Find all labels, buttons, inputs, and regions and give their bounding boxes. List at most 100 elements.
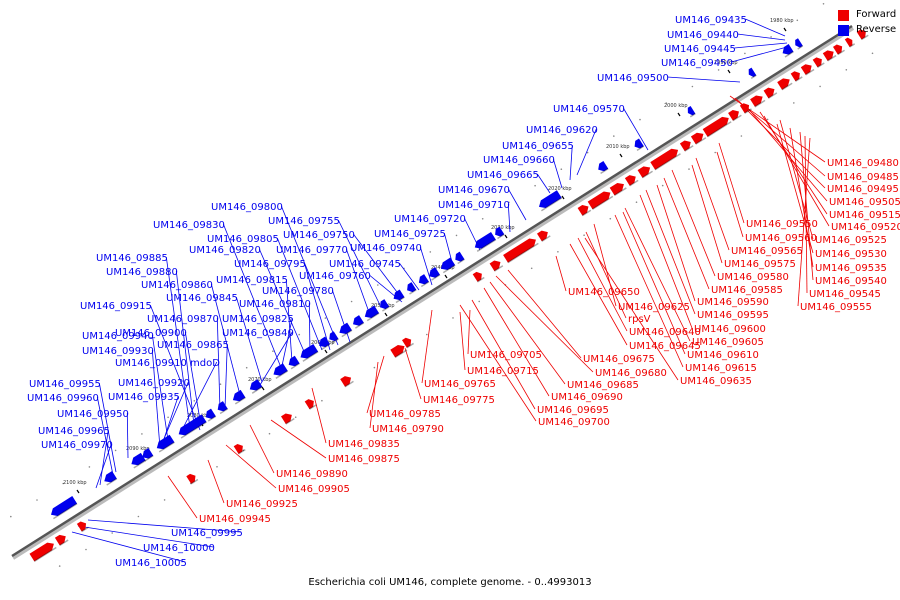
gene-label[interactable]: UM146_09700	[538, 417, 610, 428]
gene-label[interactable]: UM146_09655	[502, 141, 574, 152]
forward-gene-arrow[interactable]	[650, 146, 681, 171]
reverse-gene-arrow[interactable]	[203, 408, 217, 422]
gene-label[interactable]: UM146_09760	[299, 271, 371, 282]
gene-label[interactable]: UM146_09670	[438, 185, 510, 196]
gene-label[interactable]: UM146_09610	[687, 350, 759, 361]
gene-label[interactable]: UM146_09790	[372, 424, 444, 435]
reverse-gene-arrow[interactable]	[453, 251, 465, 265]
forward-gene-arrow[interactable]	[832, 43, 845, 56]
forward-gene-arrow[interactable]	[690, 130, 707, 145]
reverse-gene-arrow[interactable]	[286, 355, 300, 370]
gene-label[interactable]: UM146_09590	[697, 297, 769, 308]
gene-label[interactable]: UM146_09640	[629, 327, 701, 338]
reverse-gene-arrow[interactable]	[271, 363, 289, 379]
gene-label[interactable]: UM146_09910 mdoD	[115, 358, 220, 369]
gene-label[interactable]: rpsV	[628, 314, 651, 325]
gene-label[interactable]: UM146_09600	[694, 324, 766, 335]
gene-label[interactable]: UM146_09745	[329, 259, 401, 270]
reverse-gene-arrow[interactable]	[780, 44, 794, 58]
gene-label[interactable]: UM146_09885	[96, 253, 168, 264]
gene-label[interactable]: UM146_09595	[697, 310, 769, 321]
reverse-gene-arrow[interactable]	[537, 190, 563, 212]
reverse-gene-arrow[interactable]	[596, 160, 609, 175]
gene-label[interactable]: UM146_09615	[685, 363, 757, 374]
forward-gene-arrow[interactable]	[812, 55, 825, 68]
reverse-gene-arrow[interactable]	[391, 289, 405, 304]
gene-label[interactable]: UM146_09625	[618, 302, 690, 313]
gene-label[interactable]: UM146_09525	[815, 235, 887, 246]
gene-label[interactable]: UM146_09970	[41, 440, 113, 451]
gene-label[interactable]: UM146_09880	[106, 267, 178, 278]
gene-label[interactable]: UM146_09935	[108, 392, 180, 403]
gene-label[interactable]: UM146_09780	[262, 286, 334, 297]
gene-label[interactable]: UM146_09560	[745, 233, 817, 244]
gene-label[interactable]: UM146_09725	[374, 229, 446, 240]
reverse-gene-arrow[interactable]	[317, 336, 331, 351]
forward-gene-arrow[interactable]	[790, 69, 803, 82]
gene-labels[interactable]: UM146_09435 UM146_09440 UM146_09445 UM146_0…	[27, 15, 900, 569]
reverse-gene-arrow[interactable]	[129, 452, 147, 469]
gene-label[interactable]: UM146_09940	[82, 331, 154, 342]
gene-label[interactable]: UM146_09750	[283, 230, 355, 241]
gene-label[interactable]: UM146_09635	[680, 376, 752, 387]
forward-gene-arrow[interactable]	[702, 114, 732, 138]
gene-label[interactable]: UM146_09545	[809, 289, 881, 300]
gene-label[interactable]: UM146_09715	[467, 366, 539, 377]
gene-label[interactable]: UM146_09965	[38, 426, 110, 437]
forward-gene-arrow[interactable]	[503, 236, 539, 264]
gene-label[interactable]: UM146_09995	[171, 528, 243, 539]
gene-label[interactable]: UM146_09740	[350, 243, 422, 254]
forward-gene-arrow[interactable]	[679, 138, 694, 152]
forward-gene-arrow[interactable]	[587, 189, 614, 210]
gene-label[interactable]: UM146_09435	[675, 15, 747, 26]
gene-label[interactable]: UM146_09450	[661, 58, 733, 69]
reverse-gene-arrow[interactable]	[793, 38, 804, 50]
gene-label[interactable]: UM146_09540	[815, 276, 887, 287]
forward-gene-arrow[interactable]	[750, 93, 766, 108]
gene-label[interactable]: UM146_10005	[115, 558, 187, 569]
gene-label[interactable]: UM146_09960	[27, 393, 99, 404]
gene-label[interactable]: UM146_09810	[239, 299, 311, 310]
forward-gene-arrow[interactable]	[739, 101, 752, 114]
forward-gene-arrow[interactable]	[472, 270, 485, 283]
gene-label[interactable]: UM146_09830	[153, 220, 225, 231]
forward-gene-arrow[interactable]	[54, 532, 69, 547]
gene-label[interactable]: UM146_09580	[717, 272, 789, 283]
reverse-gene-arrow[interactable]	[298, 343, 319, 362]
reverse-gene-arrow[interactable]	[247, 379, 263, 394]
forward-gene-arrow[interactable]	[76, 520, 89, 533]
gene-label[interactable]: UM146_09900	[115, 328, 187, 339]
gene-label[interactable]: UM146_09530	[815, 249, 887, 260]
reverse-gene-arrow[interactable]	[378, 299, 390, 312]
reverse-gene-arrow[interactable]	[49, 496, 78, 520]
forward-gene-arrow[interactable]	[340, 374, 354, 388]
forward-gene-arrow[interactable]	[728, 108, 742, 122]
gene-label[interactable]: UM146_09915	[80, 301, 152, 312]
gene-label[interactable]: UM146_09445	[664, 44, 736, 55]
gene-label[interactable]: UM146_09945	[199, 514, 271, 525]
gene-label[interactable]: UM146_09645	[629, 341, 701, 352]
gene-label[interactable]: UM146_09570	[553, 104, 625, 115]
reverse-gene-arrow[interactable]	[427, 267, 441, 281]
gene-label[interactable]: UM146_09950	[57, 409, 129, 420]
reverse-gene-arrow[interactable]	[154, 434, 175, 453]
gene-label[interactable]: UM146_09795	[234, 259, 306, 270]
gene-label[interactable]: UM146_09840	[222, 328, 294, 339]
reverse-gene-arrow[interactable]	[685, 105, 696, 118]
gene-label[interactable]: UM146_09775	[423, 395, 495, 406]
gene-label[interactable]: UM146_09500	[597, 73, 669, 84]
gene-label[interactable]: UM146_09845	[166, 293, 238, 304]
forward-gene-arrow[interactable]	[844, 36, 856, 48]
gene-label[interactable]: UM146_09815	[216, 275, 288, 286]
reverse-gene-arrow[interactable]	[176, 414, 207, 439]
gene-label[interactable]: UM146_09485	[827, 172, 899, 183]
forward-gene-arrow[interactable]	[186, 472, 199, 485]
forward-gene-arrow[interactable]	[280, 411, 295, 425]
gene-label[interactable]: UM146_09695	[537, 405, 609, 416]
gene-label[interactable]: UM146_09800	[211, 202, 283, 213]
gene-label[interactable]: UM146_09575	[724, 259, 796, 270]
forward-gene-arrow[interactable]	[822, 48, 837, 62]
gene-label[interactable]: UM146_09620	[526, 125, 598, 136]
forward-gene-arrow[interactable]	[304, 397, 317, 410]
